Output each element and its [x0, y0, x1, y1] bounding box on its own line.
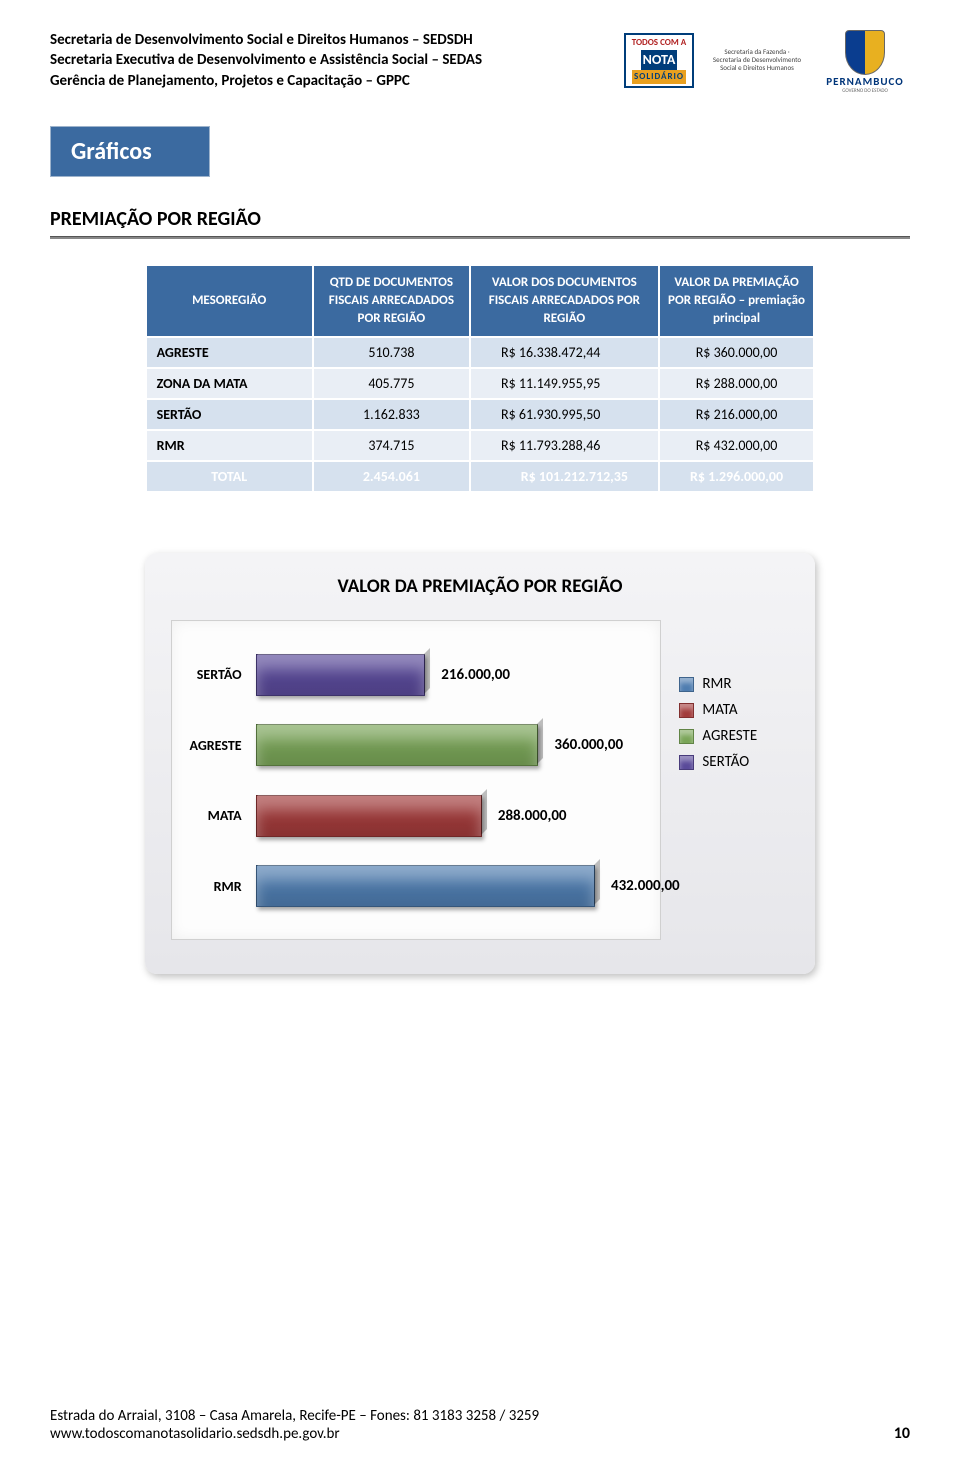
- table-cell: TOTAL: [146, 461, 313, 492]
- chart-bar-label: MATA: [176, 807, 248, 824]
- legend-item: AGRESTE: [679, 727, 789, 745]
- table-cell: 405.775: [313, 368, 470, 399]
- chart-bar-label: AGRESTE: [176, 737, 248, 754]
- legend-label: RMR: [702, 675, 731, 693]
- legend-item: SERTÃO: [679, 753, 789, 771]
- shield-icon: [845, 30, 885, 75]
- table-row: SERTÃO1.162.833R$ 61.930.995,50R$ 216.00…: [146, 399, 815, 430]
- table-cell: R$ 61.930.995,50: [470, 399, 659, 430]
- page-number: 10: [894, 1424, 910, 1443]
- chart-bar-value: 216.000,00: [441, 666, 510, 684]
- footer-url: www.todoscomanotasolidario.sedsdh.pe.gov…: [50, 1425, 910, 1443]
- chart-bar-value: 432.000,00: [611, 877, 680, 895]
- table-total-row: TOTAL2.454.061R$ 101.212.712,35R$ 1.296.…: [146, 461, 815, 492]
- table-row: RMR374.715R$ 11.793.288,46R$ 432.000,00: [146, 430, 815, 461]
- col-qtd-doc: QTD DE DOCUMENTOS FISCAIS ARRECADADOS PO…: [313, 265, 470, 338]
- table-header-row: MESOREGIÃO QTD DE DOCUMENTOS FISCAIS ARR…: [146, 265, 815, 338]
- chart-bar-value: 360.000,00: [554, 736, 623, 754]
- table-cell: R$ 11.149.955,95: [470, 368, 659, 399]
- table-cell: AGRESTE: [146, 337, 313, 368]
- table-cell: R$ 101.212.712,35: [470, 461, 659, 492]
- header-logos: TODOS COM A NOTA SOLIDÁRIO Secretaria da…: [624, 30, 910, 90]
- premiacao-table: MESOREGIÃO QTD DE DOCUMENTOS FISCAIS ARR…: [145, 264, 816, 494]
- chart-legend: RMR MATA AGRESTE SERTÃO: [679, 620, 789, 779]
- table-cell: ZONA DA MATA: [146, 368, 313, 399]
- chart-bar: [256, 795, 482, 837]
- legend-swatch-icon: [679, 703, 694, 718]
- logo-nota-solidario-icon: TODOS COM A NOTA SOLIDÁRIO: [624, 33, 694, 88]
- legend-label: MATA: [702, 701, 737, 719]
- table-cell: 1.162.833: [313, 399, 470, 430]
- footer-address: Estrada do Arraial, 3108 – Casa Amarela,…: [50, 1407, 910, 1425]
- legend-item: MATA: [679, 701, 789, 719]
- header-line-3: Gerência de Planejamento, Projetos e Cap…: [50, 71, 482, 91]
- chart-body: SERTÃO 216.000,00 AGRESTE 360.000,00 MATA 288…: [171, 620, 790, 940]
- legend-label: AGRESTE: [702, 727, 757, 745]
- table-cell: R$ 360.000,00: [659, 337, 815, 368]
- table-cell: R$ 1.296.000,00: [659, 461, 815, 492]
- chart-bar: [256, 865, 595, 907]
- logo-pe-sub: GOVERNO DO ESTADO: [820, 88, 910, 94]
- table-cell: RMR: [146, 430, 313, 461]
- premiacao-chart: VALOR DA PREMIAÇÃO POR REGIÃO SERTÃO 216.…: [145, 553, 816, 974]
- chart-bar-row: MATA 288.000,00: [176, 795, 649, 837]
- header-line-2: Secretaria Executiva de Desenvolvimento …: [50, 50, 482, 70]
- chart-bar: [256, 654, 426, 696]
- legend-swatch-icon: [679, 729, 694, 744]
- chart-title: VALOR DA PREMIAÇÃO POR REGIÃO: [171, 575, 790, 598]
- chart-bar-row: SERTÃO 216.000,00: [176, 654, 649, 696]
- table-cell: R$ 288.000,00: [659, 368, 815, 399]
- chart-bar-row: AGRESTE 360.000,00: [176, 724, 649, 766]
- table-cell: SERTÃO: [146, 399, 313, 430]
- chart-bar-track: 360.000,00: [256, 724, 649, 766]
- col-valor-prem: VALOR DA PREMIAÇÃO POR REGIÃO – premiaçã…: [659, 265, 815, 338]
- header-org-text: Secretaria de Desenvolvimento Social e D…: [50, 30, 482, 91]
- table-row: AGRESTE510.738R$ 16.338.472,44R$ 360.000…: [146, 337, 815, 368]
- logo-nota-mid: NOTA: [641, 50, 678, 69]
- chart-bar-label: SERTÃO: [176, 666, 248, 683]
- table-cell: R$ 216.000,00: [659, 399, 815, 430]
- chart-bar-value: 288.000,00: [498, 807, 567, 825]
- logo-secretarias-icon: Secretaria da Fazenda · Secretaria de De…: [712, 40, 802, 80]
- header-line-1: Secretaria de Desenvolvimento Social e D…: [50, 30, 482, 50]
- col-mesoregiao: MESOREGIÃO: [146, 265, 313, 338]
- table-cell: 374.715: [313, 430, 470, 461]
- chart-bar-track: 288.000,00: [256, 795, 649, 837]
- table-section-title: PREMIAÇÃO POR REGIÃO: [50, 207, 910, 231]
- page-header: Secretaria de Desenvolvimento Social e D…: [50, 30, 910, 91]
- table-cell: 510.738: [313, 337, 470, 368]
- chart-bar-label: RMR: [176, 878, 248, 895]
- chart-bar: [256, 724, 539, 766]
- legend-label: SERTÃO: [702, 753, 749, 771]
- title-divider: [50, 236, 910, 239]
- table-row: ZONA DA MATA405.775R$ 11.149.955,95R$ 28…: [146, 368, 815, 399]
- table-cell: 2.454.061: [313, 461, 470, 492]
- chart-plot-area: SERTÃO 216.000,00 AGRESTE 360.000,00 MATA 288…: [171, 620, 662, 940]
- chart-bar-track: 432.000,00: [256, 865, 649, 907]
- table-cell: R$ 432.000,00: [659, 430, 815, 461]
- col-valor-doc: VALOR DOS DOCUMENTOS FISCAIS ARRECADADOS…: [470, 265, 659, 338]
- chart-bar-row: RMR 432.000,00: [176, 865, 649, 907]
- logo-nota-top: TODOS COM A: [630, 36, 689, 50]
- logo-pe-text: PERNAMBUCO: [820, 75, 910, 88]
- logo-pernambuco-icon: PERNAMBUCO GOVERNO DO ESTADO: [820, 30, 910, 90]
- section-banner-graficos: Gráficos: [50, 126, 210, 177]
- logo-nota-bot: SOLIDÁRIO: [632, 70, 686, 84]
- table-cell: R$ 11.793.288,46: [470, 430, 659, 461]
- chart-bar-track: 216.000,00: [256, 654, 649, 696]
- legend-item: RMR: [679, 675, 789, 693]
- legend-swatch-icon: [679, 755, 694, 770]
- table-cell: R$ 16.338.472,44: [470, 337, 659, 368]
- legend-swatch-icon: [679, 677, 694, 692]
- page-footer: Estrada do Arraial, 3108 – Casa Amarela,…: [50, 1407, 910, 1443]
